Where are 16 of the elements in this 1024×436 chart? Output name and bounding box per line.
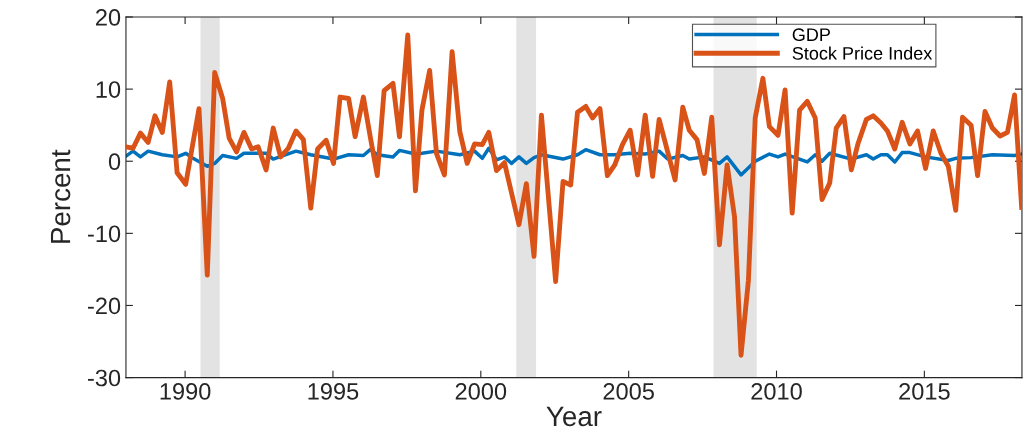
x-tick-label: 1995 (308, 383, 359, 400)
legend-label: Stock Price Index (792, 46, 933, 60)
y-tick-label: -20 (88, 297, 121, 315)
y-tick-label: 10 (96, 81, 121, 98)
legend-label: GDP (792, 28, 830, 42)
x-tick-label: 2010 (751, 383, 802, 400)
x-tick-label: 1990 (160, 383, 211, 400)
y-tick-label: -30 (88, 369, 121, 387)
y-tick-label: -10 (88, 225, 121, 243)
y-axis-title: Percent (50, 149, 71, 243)
y-tick-label: 0 (108, 153, 121, 171)
y-tick-label: 20 (96, 9, 121, 26)
x-tick-label: 2015 (899, 383, 950, 400)
x-tick-label: 2000 (455, 383, 507, 400)
x-tick-label: 2005 (603, 383, 654, 400)
x-axis-title: Year (546, 406, 602, 427)
